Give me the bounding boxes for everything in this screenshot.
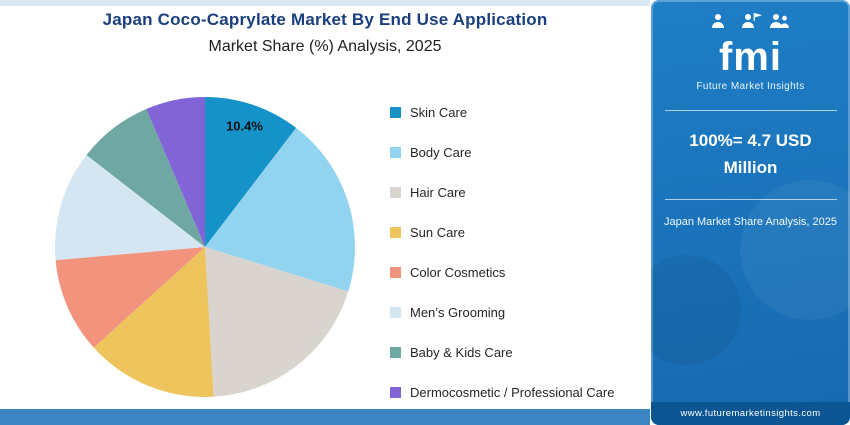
legend-swatch <box>390 386 401 398</box>
fmi-logo-subtext: Future Market Insights <box>696 81 805 92</box>
legend-item-body-care: Body Care <box>390 132 645 172</box>
legend-label: Men’s Grooming <box>410 304 506 320</box>
legend-item-men-s-grooming: Men’s Grooming <box>390 292 645 332</box>
footer-url-link[interactable]: www.futuremarketinsights.com <box>680 408 821 419</box>
fmi-logo-text: fmi <box>718 35 782 79</box>
legend-item-hair-care: Hair Care <box>390 172 645 212</box>
pie-slice-hair-care <box>205 247 349 397</box>
sidebar-decor-circle <box>740 180 850 320</box>
pie-slice-dermocosmetic-professional-care <box>146 97 205 247</box>
legend-swatch <box>390 226 401 238</box>
sidebar-divider <box>664 199 837 201</box>
market-value-highlight: 100%= 4.7 USD Million <box>689 131 812 178</box>
footer-url-bar: www.futuremarketinsights.com <box>651 402 850 425</box>
legend-item-sun-care: Sun Care <box>390 212 645 252</box>
pie-slice-body-care <box>205 127 356 292</box>
legend-item-color-cosmetics: Color Cosmetics <box>390 252 645 292</box>
legend-label: Sun Care <box>410 224 465 240</box>
legend-label: Dermocosmetic / Professional Care <box>410 384 615 400</box>
legend-swatch <box>390 346 401 358</box>
chart-subtitle: Market Share (%) Analysis, 2025 <box>208 38 442 55</box>
pie-slice-baby-kids-care <box>86 108 205 247</box>
legend: Skin Care Body Care Hair Care Sun Care Color… <box>390 92 645 412</box>
chart-header: Japan Coco-Caprylate Market By End Use A… <box>0 10 650 56</box>
pie-data-label: 10.4% <box>226 119 263 134</box>
brand-sidebar: fmi Future Market Insights 100%= 4.7 USD… <box>651 0 850 425</box>
legend-swatch <box>390 146 401 158</box>
sidebar-caption: Japan Market Share Analysis, 2025 <box>663 216 838 229</box>
pie-chart: 10.4% <box>54 97 356 397</box>
legend-label: Skin Care <box>410 104 468 120</box>
legend-label: Color Cosmetics <box>410 264 506 280</box>
pie-slice-skin-care <box>205 97 297 247</box>
legend-swatch <box>390 186 401 198</box>
legend-label: Baby & Kids Care <box>410 344 513 360</box>
pie-slice-color-cosmetics <box>55 247 205 348</box>
legend-swatch <box>390 306 401 318</box>
bottom-accent-strip <box>0 409 650 425</box>
top-accent-strip <box>0 0 650 6</box>
legend-item-dermocosmetic-professional-care: Dermocosmetic / Professional Care <box>390 372 645 412</box>
legend-label: Body Care <box>410 144 472 160</box>
legend-swatch <box>390 266 401 278</box>
legend-label: Hair Care <box>410 184 466 200</box>
fmi-logo: fmi Future Market Insights <box>696 12 804 92</box>
legend-item-skin-care: Skin Care <box>390 92 645 132</box>
pie-slice-sun-care <box>93 247 214 397</box>
legend-swatch <box>390 106 401 118</box>
pie-slice-men-s-grooming <box>54 155 205 261</box>
sidebar-divider <box>664 110 837 111</box>
legend-item-baby-kids-care: Baby & Kids Care <box>390 332 645 372</box>
fmi-logo-people-icons <box>712 13 790 28</box>
sidebar-decor-circle <box>651 255 741 365</box>
chart-title: Japan Coco-Caprylate Market By End Use A… <box>102 10 548 29</box>
